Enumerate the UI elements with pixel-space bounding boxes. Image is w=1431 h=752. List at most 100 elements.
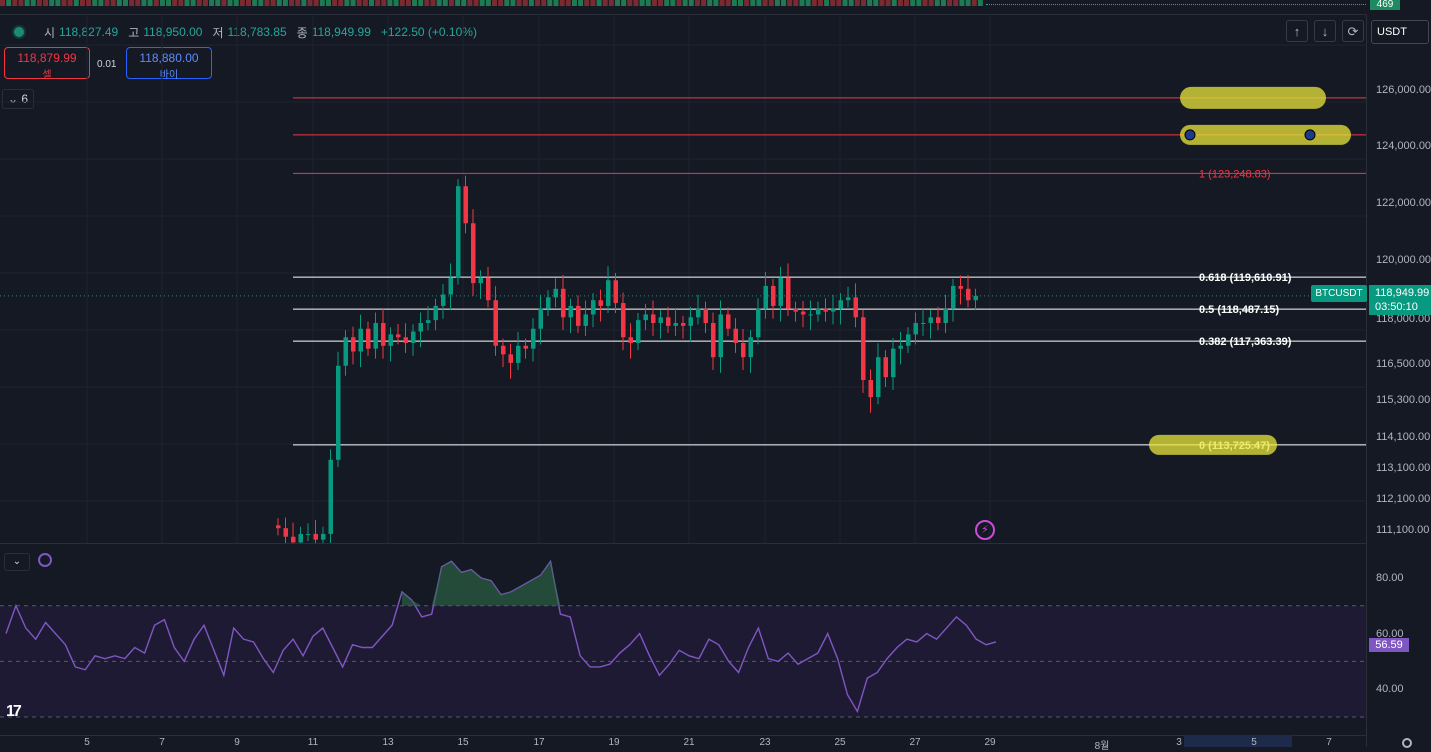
candle-body <box>373 323 378 349</box>
strip-cell <box>891 0 897 6</box>
strip-cell <box>166 0 172 6</box>
strip-cell <box>332 0 338 6</box>
lightning-icon[interactable]: ⚡ <box>975 520 995 540</box>
strip-cell <box>584 0 590 6</box>
strip-cell <box>861 0 866 6</box>
top-count-badge: 469 <box>1370 0 1400 10</box>
candle-body <box>538 308 543 329</box>
price-tick: 113,100.00 <box>1376 462 1431 474</box>
strip-cell <box>344 0 350 6</box>
candle-body <box>868 380 873 398</box>
strip-cell <box>774 0 780 6</box>
sell-button[interactable]: 118,879.99 셀 <box>4 47 90 81</box>
rsi-pane[interactable] <box>0 544 1366 735</box>
candle-body <box>606 280 611 306</box>
time-axis[interactable] <box>0 735 1366 748</box>
candle-body <box>681 323 686 326</box>
price-tick: 114,100.00 <box>1376 431 1431 443</box>
rsi-collapse-button[interactable]: ⌄ <box>4 553 30 571</box>
candle-body <box>486 277 491 301</box>
price-chart[interactable]: 1 (123,248.83) 0.618 (119,610.91) 0.5 (118… <box>0 15 1366 543</box>
candle-body <box>388 334 393 346</box>
strip-cell <box>768 0 774 6</box>
candle-body <box>621 303 626 338</box>
time-tick: 21 <box>683 737 695 748</box>
strip-cell <box>762 0 768 6</box>
highlight-mark <box>1180 124 1351 145</box>
strip-cell <box>873 0 879 6</box>
strip-cell <box>977 0 983 6</box>
anchor-handle <box>1304 129 1316 141</box>
candle-body <box>726 314 731 329</box>
strip-cell <box>492 0 497 6</box>
price-axis[interactable] <box>1366 14 1431 747</box>
strip-cell <box>485 0 491 6</box>
strip-cell <box>664 0 670 6</box>
strip-cell <box>731 0 737 6</box>
candle-body <box>471 223 476 284</box>
candle-body <box>703 308 708 323</box>
strip-cell <box>799 0 805 6</box>
strip-cell <box>129 0 135 6</box>
strip-cell <box>565 0 571 6</box>
candle-body <box>786 277 791 309</box>
scroll-down-button[interactable]: ↓ <box>1314 20 1336 42</box>
reset-view-button[interactable]: ⟳ <box>1342 20 1364 42</box>
highlight-mark <box>1180 86 1326 109</box>
time-tick: 7 <box>1326 737 1332 748</box>
candle-body <box>643 314 648 321</box>
strip-cell <box>61 0 67 6</box>
strip-cell <box>215 0 221 6</box>
candle-body <box>958 285 963 289</box>
strip-cell <box>424 0 430 6</box>
strip-cell <box>30 0 36 6</box>
strip-cell <box>86 0 92 6</box>
currency-selector[interactable]: USDT <box>1371 20 1429 44</box>
strip-cell <box>307 0 313 6</box>
candle-body <box>568 305 573 318</box>
time-tick: 9 <box>234 737 240 748</box>
strip-cell <box>301 0 307 6</box>
strip-cell <box>971 0 977 6</box>
candle-body <box>523 345 528 349</box>
strip-cell <box>910 0 916 6</box>
strip-cell <box>153 0 159 6</box>
strip-cell <box>350 0 356 6</box>
spread-value: 0.01 <box>97 59 117 70</box>
strip-cell <box>233 0 239 6</box>
refresh-icon[interactable] <box>38 553 52 567</box>
fib-level-label: 0.5 (118,487.15) <box>1199 304 1279 316</box>
candle-body <box>733 328 738 343</box>
symbol-status-icon <box>12 25 26 39</box>
strip-cell <box>467 0 473 6</box>
strip-cell <box>393 0 399 6</box>
ohlc-legend: 시 118,827.49 고 118,950.00 저 118,783.85 종… <box>12 24 483 40</box>
buy-button[interactable]: 118,880.00 바이 <box>126 47 212 81</box>
candle-body <box>321 533 326 540</box>
strip-cell <box>104 0 110 6</box>
strip-cell <box>959 0 965 6</box>
candle-body <box>793 308 798 312</box>
strip-cell <box>0 0 5 6</box>
strip-cell <box>6 0 12 6</box>
strip-cell <box>541 0 547 6</box>
strip-cell <box>202 0 208 6</box>
strip-cell <box>147 0 153 6</box>
candle-body <box>403 337 408 343</box>
scroll-up-button[interactable]: ↑ <box>1286 20 1308 42</box>
strip-cell <box>578 0 584 6</box>
pane-separator[interactable] <box>0 543 1366 544</box>
fib-level-label: 0.382 (117,363.39) <box>1199 336 1292 348</box>
candle-body <box>343 337 348 366</box>
last-price-label: 118,949.99 03:50:10 <box>1369 285 1431 315</box>
tradingview-logo-icon[interactable]: 17 <box>6 703 22 720</box>
candle-body <box>673 323 678 326</box>
buy-price: 118,880.00 <box>139 51 199 65</box>
indicators-toggle[interactable]: ⌄ 6 <box>2 89 34 109</box>
last-price: 118,949.99 <box>1375 287 1430 299</box>
candle-body <box>936 317 941 323</box>
strip-cell <box>79 0 85 6</box>
open-label: 시 <box>44 25 56 40</box>
strip-cell <box>36 0 42 6</box>
strip-cell <box>319 0 325 6</box>
